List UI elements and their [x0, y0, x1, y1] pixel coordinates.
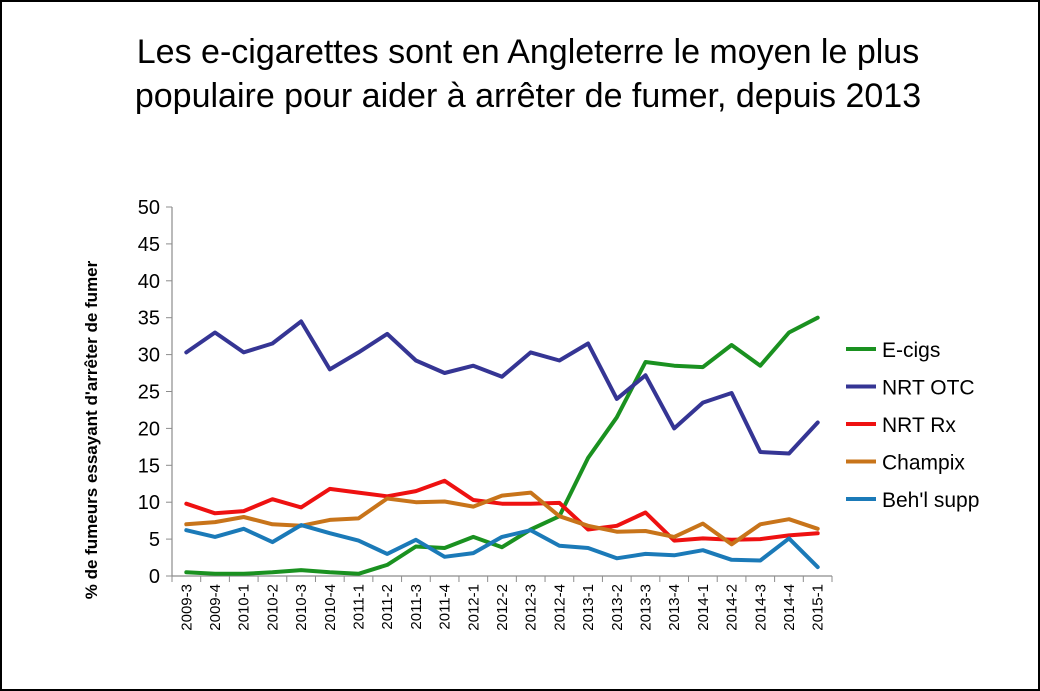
x-tick-label: 2014-3: [752, 584, 769, 631]
legend-label: E-cigs: [882, 339, 940, 362]
x-tick-label: 2013-2: [609, 584, 626, 631]
y-tick-label: 0: [149, 566, 160, 588]
series-line-nrt-otc: [184, 319, 820, 456]
x-tick-label: 2011-2: [379, 584, 396, 630]
x-tick-label: 2013-3: [637, 584, 654, 631]
x-tick-label: 2012-2: [494, 584, 511, 631]
x-tick-label: 2010-3: [293, 584, 310, 631]
y-tick-label: 15: [138, 455, 160, 477]
legend-label: NRT OTC: [882, 377, 975, 400]
x-tick-label: 2013-4: [666, 584, 683, 631]
x-tick-label: 2013-1: [580, 584, 597, 631]
x-tick-label: 2012-3: [523, 584, 540, 631]
y-tick-label: 50: [138, 197, 160, 219]
series-line-beh-l-supp: [184, 523, 820, 570]
legend-label: Beh'l supp: [882, 489, 979, 512]
x-tick-label: 2012-1: [465, 584, 482, 631]
x-tick-label: 2011-3: [408, 584, 425, 630]
y-tick-label: 45: [138, 234, 160, 256]
x-tick-label: 2014-2: [724, 584, 741, 631]
x-tick-label: 2009-4: [207, 584, 224, 631]
x-tick-label: 2010-4: [322, 584, 339, 631]
chart-axes: [171, 207, 832, 577]
legend-label: Champix: [882, 452, 965, 475]
y-tick-label: 10: [138, 492, 160, 514]
x-tick-label: 2009-3: [178, 584, 195, 631]
chart-title-line-1: Les e-cigarettes sont en Angleterre le m…: [136, 33, 920, 71]
y-axis-label: % de fumeurs essayant d'arrêter de fumer: [82, 260, 101, 599]
series-line-champix: [184, 490, 820, 547]
x-tick-label: 2011-1: [351, 584, 368, 630]
series-line-nrt-rx: [184, 478, 820, 543]
y-tick-label: 30: [138, 345, 160, 367]
y-tick-label: 25: [138, 382, 160, 404]
series-lines: [184, 315, 820, 576]
y-tick-label: 5: [149, 529, 160, 551]
y-axis-ticks: 0 5 10 15 20 25 30 35 40 45 50: [138, 197, 172, 588]
y-tick-label: 35: [138, 308, 160, 330]
legend-label: NRT Rx: [882, 414, 956, 437]
chart-title-line-2: populaire pour aider à arrêter de fumer,…: [134, 77, 922, 115]
series-line-e-cigs: [184, 315, 820, 576]
x-axis-ticks: 2009-3 2009-4 2010-1 2010-2 2010-3 2010-4 2011…: [171, 576, 833, 631]
y-tick-label: 40: [138, 271, 160, 293]
x-tick-label: 2014-1: [695, 584, 712, 631]
x-tick-label: 2010-2: [264, 584, 281, 631]
x-tick-label: 2012-4: [551, 584, 568, 631]
legend: E-cigs NRT OTC NRT Rx Champix Beh'l supp: [846, 339, 979, 512]
y-tick-label: 20: [138, 418, 160, 440]
x-tick-label: 2015-1: [810, 584, 827, 631]
x-tick-label: 2011-4: [437, 584, 454, 630]
x-tick-label: 2010-1: [236, 584, 253, 631]
x-tick-label: 2014-4: [781, 584, 798, 631]
chart-title: Les e-cigarettes sont en Angleterre le m…: [0, 30, 1040, 118]
